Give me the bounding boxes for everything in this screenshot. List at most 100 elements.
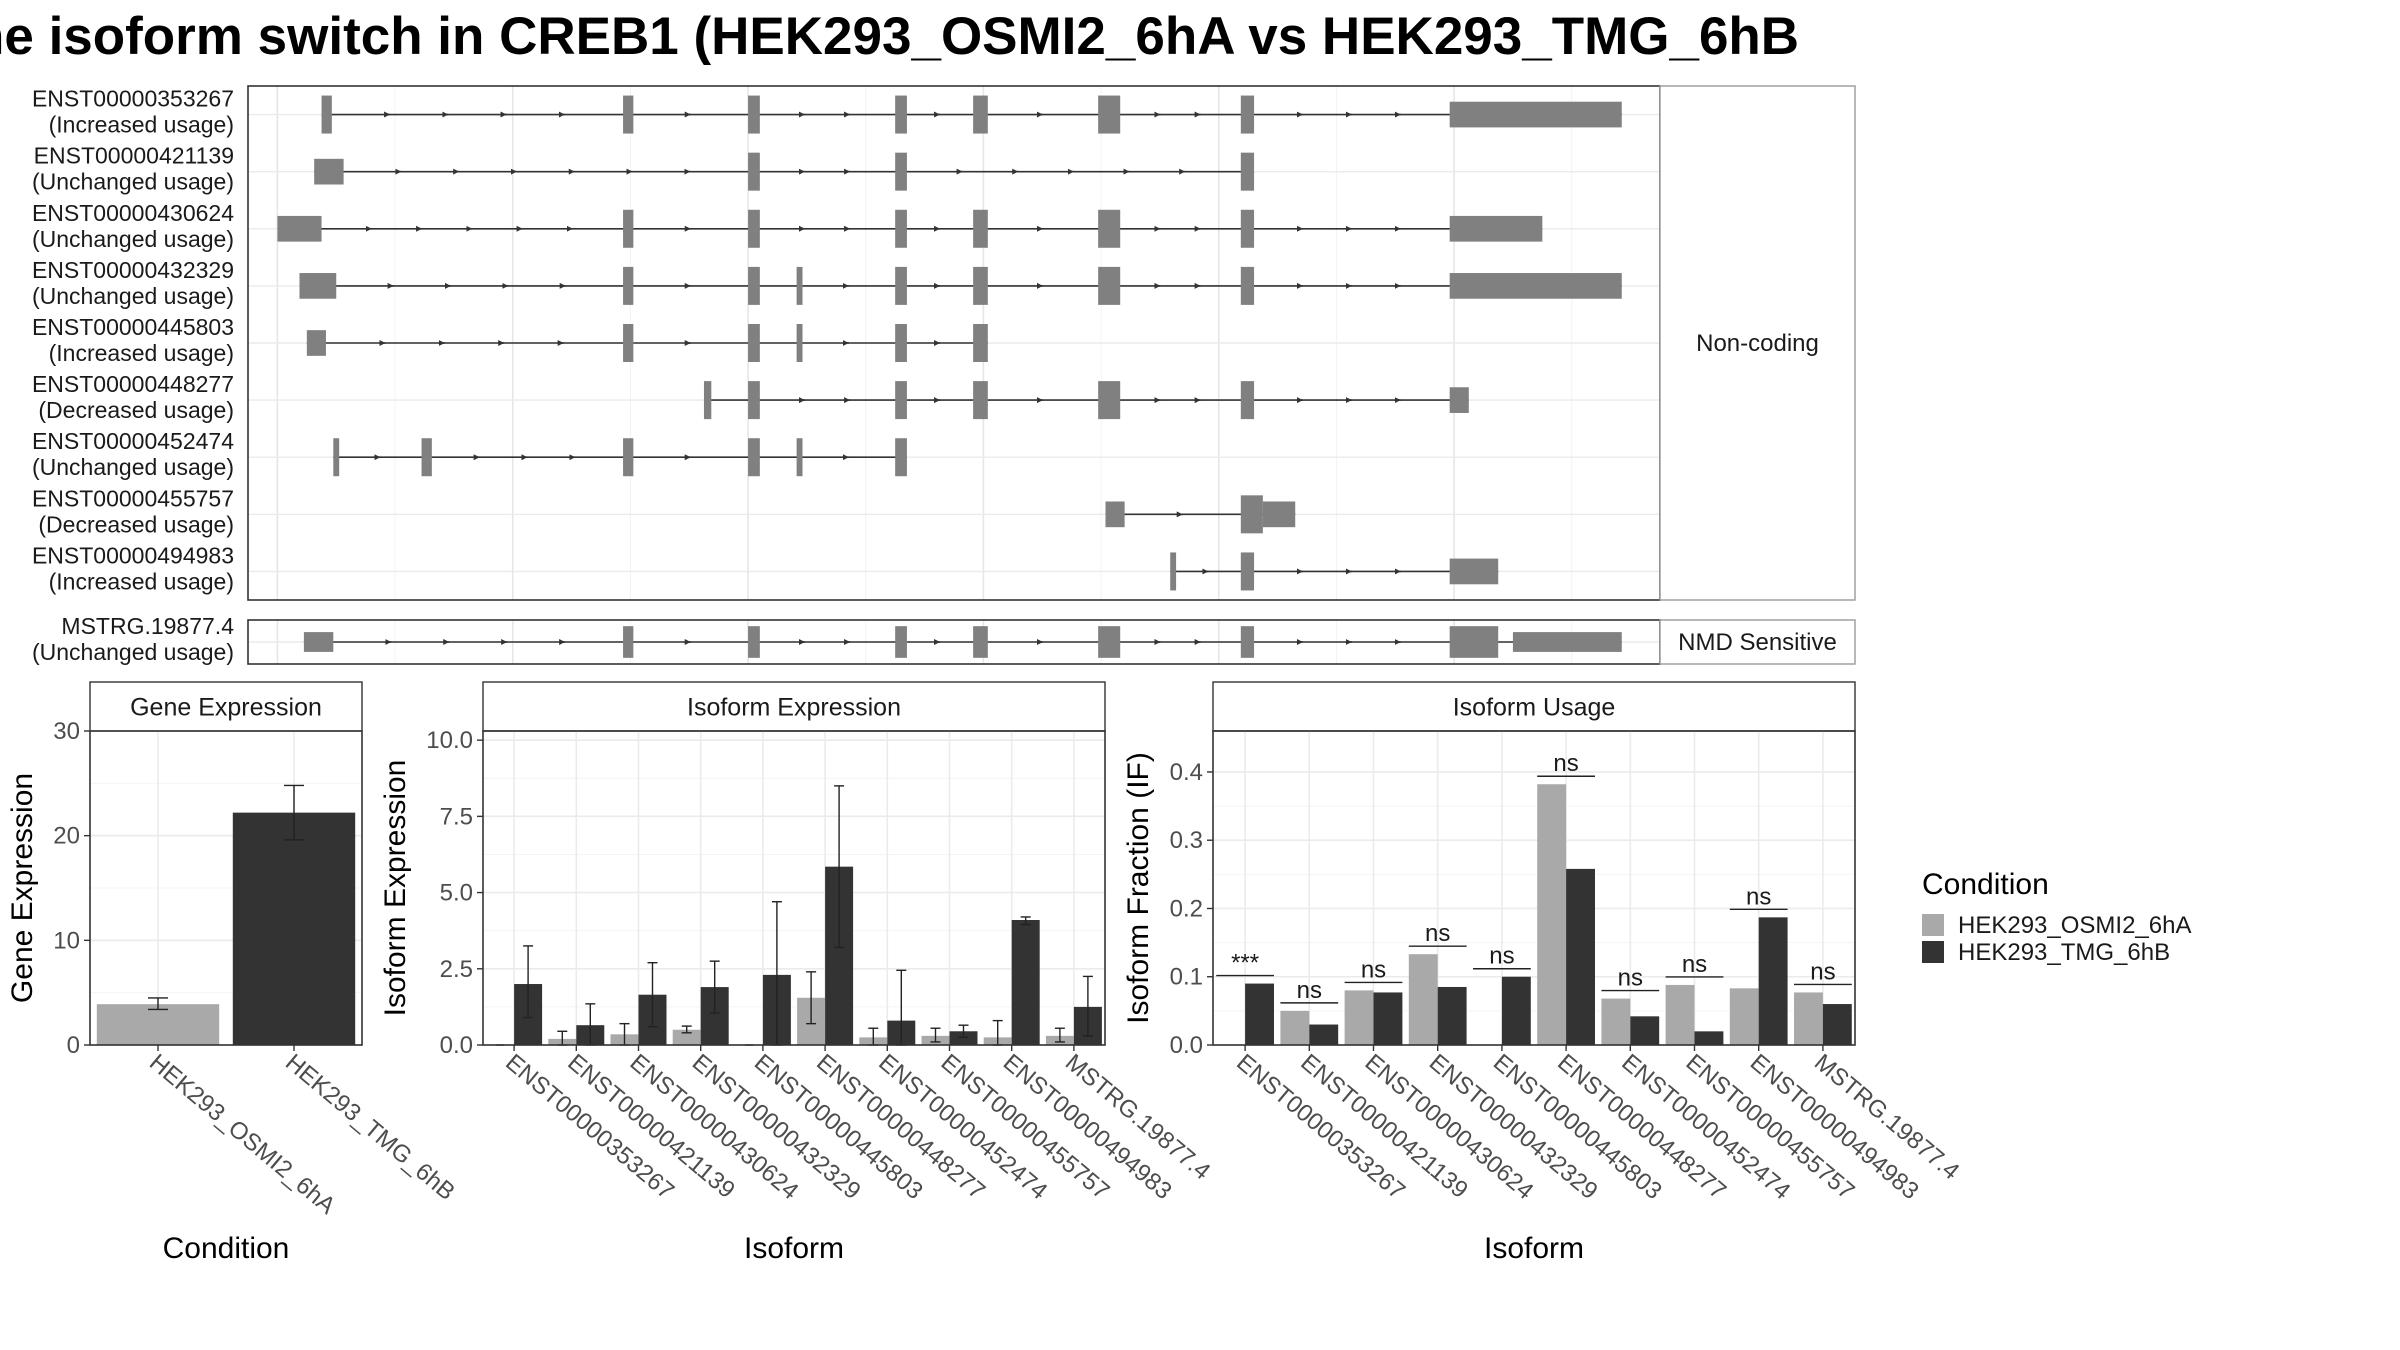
exon (1262, 501, 1296, 528)
y-tick-label: 0.0 (440, 1032, 473, 1059)
exon (748, 95, 760, 134)
exon (796, 266, 803, 305)
bar (1601, 998, 1631, 1045)
legend-title: Condition (1922, 868, 2049, 901)
significance-label: ns (1489, 943, 1514, 970)
bar (1665, 984, 1695, 1045)
bar (232, 812, 356, 1045)
transcript-id-label: ENST00000353267 (32, 86, 234, 112)
exon (1449, 273, 1622, 299)
transcript-id-label: ENST00000452474 (32, 428, 234, 454)
exon (1098, 95, 1121, 134)
exon (895, 381, 907, 420)
bar (1011, 920, 1040, 1045)
bar (1822, 1004, 1852, 1045)
exon (1240, 381, 1255, 420)
significance-label: ns (1553, 750, 1578, 777)
facet-strip-label: Isoform Expression (687, 694, 901, 722)
exon (1240, 495, 1263, 534)
exon (1240, 552, 1255, 591)
exon (973, 266, 988, 305)
exon (333, 438, 340, 477)
significance-label: ns (1746, 883, 1771, 910)
exon (703, 381, 712, 420)
exon (1512, 632, 1622, 652)
exon (1449, 558, 1499, 585)
exon (306, 330, 326, 356)
bar (1758, 917, 1788, 1045)
exon (1105, 501, 1125, 528)
bar (1280, 1010, 1310, 1045)
panel-border (1212, 730, 1856, 1046)
exon (1449, 215, 1543, 242)
x-axis-title: Isoform (1484, 1232, 1584, 1265)
bar (1794, 992, 1823, 1045)
significance-label: ns (1361, 956, 1386, 983)
facet-strip (1659, 85, 1856, 601)
x-axis-title: Condition (163, 1232, 290, 1265)
exon (895, 209, 907, 248)
transcript-status-label: (Decreased usage) (38, 511, 234, 537)
transcript-status-label: (Increased usage) (49, 568, 234, 594)
exon (1240, 209, 1255, 248)
significance-label: ns (1682, 951, 1707, 978)
transcript-status-label: (Unchanged usage) (32, 169, 234, 195)
bar (1630, 1016, 1660, 1045)
transcript-id-label: ENST00000455757 (32, 485, 234, 511)
y-tick-label: 0.0 (1170, 1032, 1203, 1059)
transcript-id-label: ENST00000494983 (32, 542, 234, 568)
exon (623, 324, 634, 362)
y-tick-label: 0.2 (1170, 895, 1203, 922)
bar (1344, 990, 1374, 1045)
exon (895, 152, 907, 191)
exon (623, 209, 634, 248)
exon (973, 209, 988, 248)
transcript-id-label: ENST00000421139 (34, 143, 234, 169)
exon (895, 266, 907, 305)
exon (895, 324, 907, 362)
transcript-status-label: (Unchanged usage) (32, 454, 234, 480)
exon (1449, 387, 1469, 413)
bar (1501, 976, 1531, 1045)
y-tick-label: 20 (53, 823, 80, 850)
exon (748, 209, 760, 248)
exon (1098, 381, 1121, 420)
transcript-status-label: (Unchanged usage) (32, 226, 234, 252)
chart-title: he isoform switch in CREB1 (HEK293_OSMI2… (0, 7, 1800, 66)
exon (1098, 209, 1121, 248)
facet-strip-label: Non-coding (1696, 330, 1819, 357)
transcript-id-label: MSTRG.19877.4 (61, 613, 234, 639)
panel-border (482, 730, 1106, 1046)
exon (321, 95, 332, 134)
legend-item-label: HEK293_OSMI2_6hA (1958, 912, 2191, 939)
transcript-status-label: (Unchanged usage) (32, 639, 234, 665)
exon (895, 438, 907, 477)
exon (1240, 152, 1255, 191)
legend-swatch (1922, 914, 1944, 936)
bar (1309, 1024, 1339, 1045)
exon (299, 273, 337, 299)
y-axis-title: Isoform Expression (379, 760, 412, 1017)
exon (973, 381, 988, 420)
y-tick-label: 5.0 (440, 880, 473, 907)
exon (895, 626, 907, 658)
facet-strip-label: NMD Sensitive (1678, 629, 1837, 656)
exon (1240, 266, 1255, 305)
exon (895, 95, 907, 134)
y-axis-title: Isoform Fraction (IF) (1122, 752, 1155, 1024)
exon (623, 95, 634, 134)
transcript-id-label: ENST00000445803 (32, 314, 234, 340)
exon (973, 626, 988, 658)
exon (1240, 626, 1255, 658)
exon (973, 95, 988, 134)
facet-strip (482, 681, 1106, 732)
exon (303, 632, 334, 652)
facet-strip-label: Isoform Usage (1453, 694, 1616, 722)
exon (623, 438, 634, 477)
exon (748, 438, 760, 477)
exon (1170, 552, 1177, 591)
y-tick-label: 10 (53, 927, 80, 954)
exon (623, 626, 634, 658)
x-axis-title: Isoform (744, 1232, 844, 1265)
